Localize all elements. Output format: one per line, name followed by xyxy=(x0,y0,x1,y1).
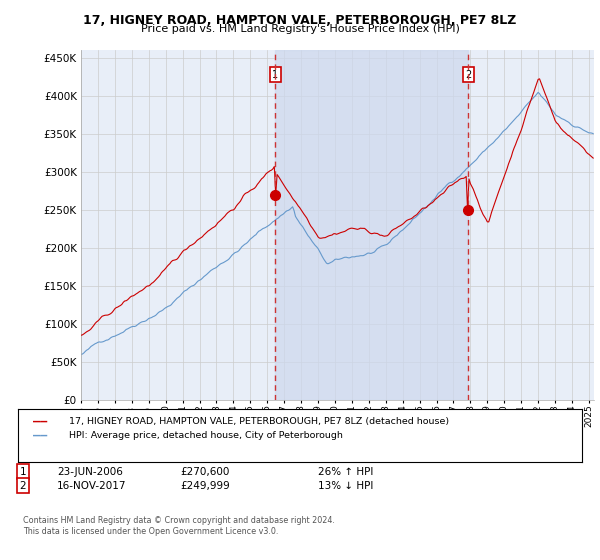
Text: £249,999: £249,999 xyxy=(180,480,230,491)
Text: 16-NOV-2017: 16-NOV-2017 xyxy=(57,480,127,491)
Text: 1: 1 xyxy=(19,466,26,477)
Text: 1: 1 xyxy=(272,70,278,80)
Text: 13% ↓ HPI: 13% ↓ HPI xyxy=(318,480,373,491)
Text: Price paid vs. HM Land Registry's House Price Index (HPI): Price paid vs. HM Land Registry's House … xyxy=(140,24,460,34)
Text: HPI: Average price, detached house, City of Peterborough: HPI: Average price, detached house, City… xyxy=(69,431,343,440)
Bar xyxy=(275,50,468,400)
Text: 26% ↑ HPI: 26% ↑ HPI xyxy=(318,466,373,477)
Text: 23-JUN-2006: 23-JUN-2006 xyxy=(57,466,123,477)
Text: ——: —— xyxy=(33,429,47,442)
Text: 17, HIGNEY ROAD, HAMPTON VALE, PETERBOROUGH, PE7 8LZ (detached house): 17, HIGNEY ROAD, HAMPTON VALE, PETERBORO… xyxy=(69,417,449,426)
Text: 2: 2 xyxy=(19,480,26,491)
Text: £270,600: £270,600 xyxy=(180,466,229,477)
Text: Contains HM Land Registry data © Crown copyright and database right 2024.
This d: Contains HM Land Registry data © Crown c… xyxy=(23,516,335,536)
Text: 2: 2 xyxy=(465,70,472,80)
Text: 17, HIGNEY ROAD, HAMPTON VALE, PETERBOROUGH, PE7 8LZ: 17, HIGNEY ROAD, HAMPTON VALE, PETERBORO… xyxy=(83,14,517,27)
Text: ——: —— xyxy=(33,415,47,428)
